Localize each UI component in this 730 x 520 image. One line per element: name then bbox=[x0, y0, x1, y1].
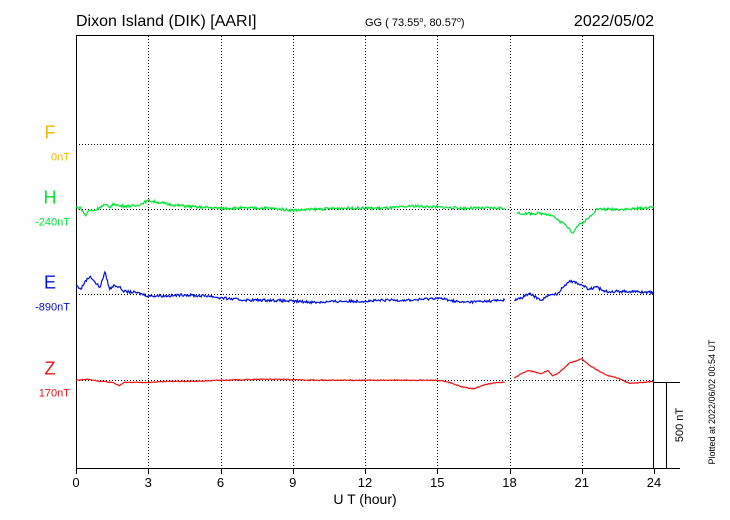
trace-Z-segment-0 bbox=[75, 378, 505, 390]
trace-E-segment-1 bbox=[513, 279, 655, 302]
series-baseline-Z: 170nT bbox=[39, 388, 70, 400]
series-labels: F 0nT H -240nT E -890nT Z 170nT bbox=[35, 123, 70, 400]
scale-bar: 500 nT bbox=[654, 382, 686, 469]
x-axis-labels: 0 3 6 9 12 15 18 21 24 bbox=[72, 475, 661, 490]
station-title: Dixon Island (DIK) [AARI] bbox=[76, 13, 257, 30]
plotted-timestamp: Plotted at 2022/06/02 00:54 UT bbox=[707, 339, 717, 465]
x-tick-label-21: 21 bbox=[575, 475, 589, 490]
x-tick-label-18: 18 bbox=[502, 475, 516, 490]
series-baseline-E: -890nT bbox=[35, 302, 70, 314]
trace-H-segment-0 bbox=[76, 198, 506, 217]
x-tick-label-12: 12 bbox=[358, 475, 372, 490]
series-name-Z: Z bbox=[45, 359, 56, 379]
x-tick-label-9: 9 bbox=[289, 475, 296, 490]
series-name-H: H bbox=[44, 188, 57, 208]
x-tick-label-6: 6 bbox=[217, 475, 224, 490]
trace-Z-segment-1 bbox=[514, 357, 655, 385]
series-traces bbox=[75, 198, 655, 390]
series-name-F: F bbox=[45, 123, 56, 143]
series-baseline-F: 0nT bbox=[51, 152, 70, 164]
vertical-grid bbox=[148, 36, 583, 469]
x-tick-label-3: 3 bbox=[145, 475, 152, 490]
scale-bar-label: 500 nT bbox=[674, 408, 686, 443]
date-label: 2022/05/02 bbox=[574, 13, 654, 30]
x-tick-label-15: 15 bbox=[430, 475, 444, 490]
x-axis-ticks bbox=[76, 469, 655, 474]
series-baseline-H: -240nT bbox=[35, 217, 70, 229]
trace-H-segment-1 bbox=[516, 205, 655, 235]
x-axis-title: U T (hour) bbox=[333, 491, 396, 507]
x-tick-label-24: 24 bbox=[647, 475, 661, 490]
trace-E-segment-0 bbox=[75, 270, 506, 305]
coordinates-label: GG ( 73.55o, 80.57o) bbox=[365, 17, 465, 29]
series-name-E: E bbox=[44, 273, 56, 293]
x-tick-label-0: 0 bbox=[72, 475, 79, 490]
